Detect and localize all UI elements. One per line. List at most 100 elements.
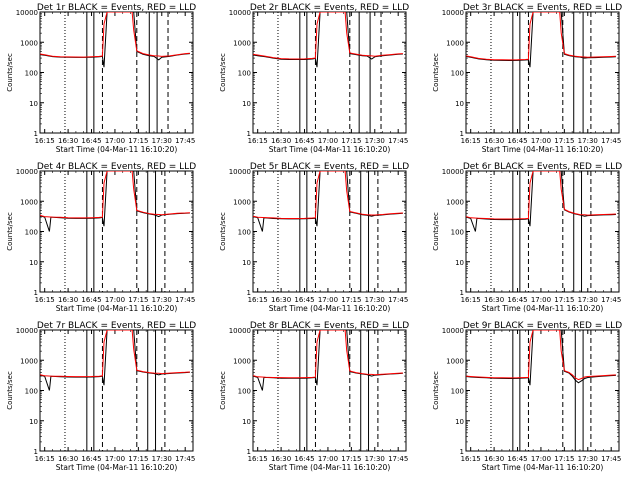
- x-tick-label: 16:30: [271, 137, 291, 145]
- x-tick-label: 16:15: [35, 137, 55, 145]
- panel-title: Det 4r BLACK = Events, RED = LLD: [37, 162, 196, 172]
- y-tick-label: 1: [460, 289, 464, 297]
- x-tick-label: 16:45: [81, 296, 101, 304]
- plot-frame: [39, 329, 194, 452]
- y-tick-label: 10000: [442, 327, 464, 335]
- x-tick-label: 17:30: [152, 455, 172, 463]
- y-tick-label: 10000: [229, 9, 251, 17]
- panel-title: Det 6r BLACK = Events, RED = LLD: [463, 162, 622, 172]
- y-tick-label: 100: [238, 70, 251, 78]
- y-axis-label: Counts/sec: [432, 212, 440, 251]
- series-group: [40, 171, 190, 232]
- x-tick-label: 16:15: [35, 455, 55, 463]
- panel-title: Det 2r BLACK = Events, RED = LLD: [250, 3, 409, 13]
- x-tick-label: 17:00: [105, 455, 125, 463]
- y-tick-label: 100: [451, 70, 464, 78]
- x-axis-label: Start Time (04-Mar-11 16:10:20): [482, 304, 604, 313]
- series-lld-line: [253, 330, 403, 379]
- x-tick-label: 17:45: [388, 296, 408, 304]
- x-tick-label: 16:30: [58, 455, 78, 463]
- x-axis-label: Start Time (04-Mar-11 16:10:20): [56, 463, 178, 472]
- vertical-markers: [277, 171, 379, 292]
- x-tick-label: 17:15: [341, 455, 361, 463]
- x-tick-label: 17:30: [365, 296, 385, 304]
- y-axis-label: Counts/sec: [219, 212, 227, 251]
- x-tick-label: 16:30: [484, 455, 504, 463]
- y-tick-label: 1000: [20, 198, 38, 206]
- x-tick-label: 17:15: [128, 137, 148, 145]
- series-events-line: [253, 330, 403, 391]
- series-events-line: [466, 330, 616, 386]
- y-tick-label: 100: [25, 388, 38, 396]
- vertical-markers: [64, 12, 169, 133]
- panel-title: Det 9r BLACK = Events, RED = LLD: [463, 321, 622, 331]
- y-tick-label: 10: [29, 259, 38, 267]
- x-tick-label: 17:30: [578, 455, 598, 463]
- vertical-markers: [490, 330, 592, 451]
- x-tick-label: 16:45: [81, 455, 101, 463]
- y-tick-label: 10: [455, 418, 464, 426]
- series-group: [466, 12, 616, 68]
- y-tick-label: 1: [460, 130, 464, 138]
- y-tick-label: 10000: [442, 9, 464, 17]
- y-tick-label: 1: [34, 448, 38, 456]
- x-axis-label: Start Time (04-Mar-11 16:10:20): [269, 304, 391, 313]
- panel-1: Det 1r BLACK = Events, RED = LLD 1 10 100 10…: [6, 3, 196, 154]
- plot-frame: [252, 11, 407, 134]
- vertical-markers: [277, 12, 382, 133]
- y-tick-label: 1000: [446, 198, 464, 206]
- x-axis-label: Start Time (04-Mar-11 16:10:20): [56, 304, 178, 313]
- y-tick-label: 1: [247, 289, 251, 297]
- x-tick-label: 16:30: [58, 137, 78, 145]
- x-tick-label: 16:15: [461, 455, 481, 463]
- vertical-markers: [277, 330, 379, 451]
- x-tick-label: 17:00: [318, 455, 338, 463]
- x-tick-label: 17:00: [105, 137, 125, 145]
- x-tick-label: 17:45: [175, 137, 195, 145]
- x-tick-label: 16:30: [271, 455, 291, 463]
- x-tick-label: 17:15: [341, 296, 361, 304]
- y-tick-label: 100: [238, 388, 251, 396]
- x-tick-label: 17:00: [531, 296, 551, 304]
- y-tick-label: 10: [29, 418, 38, 426]
- x-tick-label: 16:45: [507, 296, 527, 304]
- y-tick-label: 10: [455, 100, 464, 108]
- panel-4: Det 4r BLACK = Events, RED = LLD 1 10 100 10…: [6, 162, 196, 313]
- x-tick-label: 16:30: [484, 137, 504, 145]
- y-tick-label: 10: [242, 100, 251, 108]
- y-tick-label: 10: [29, 100, 38, 108]
- y-tick-label: 1000: [233, 357, 251, 365]
- series-group: [40, 330, 190, 391]
- plot-frame: [252, 170, 407, 293]
- panel-8: Det 8r BLACK = Events, RED = LLD 1 10 100 10…: [219, 321, 409, 472]
- x-tick-label: 16:30: [484, 296, 504, 304]
- plot-frame: [465, 11, 620, 134]
- y-axis-label: Counts/sec: [219, 53, 227, 92]
- x-tick-label: 17:15: [128, 455, 148, 463]
- x-tick-label: 17:45: [175, 455, 195, 463]
- series-group: [466, 330, 616, 386]
- y-tick-label: 1: [460, 448, 464, 456]
- series-group: [466, 171, 616, 232]
- x-tick-label: 17:45: [601, 137, 621, 145]
- series-events-line: [253, 12, 403, 68]
- x-tick-label: 17:00: [318, 296, 338, 304]
- series-lld-line: [466, 330, 616, 381]
- panel-5: Det 5r BLACK = Events, RED = LLD 1 10 100 10…: [219, 162, 409, 313]
- x-tick-label: 16:45: [294, 137, 314, 145]
- y-tick-label: 1: [34, 130, 38, 138]
- y-axis-label: Counts/sec: [6, 371, 14, 410]
- y-tick-label: 1000: [233, 198, 251, 206]
- panel-6: Det 6r BLACK = Events, RED = LLD 1 10 100 10…: [432, 162, 622, 313]
- y-tick-label: 1: [247, 130, 251, 138]
- series-group: [253, 12, 403, 68]
- x-tick-label: 17:30: [152, 137, 172, 145]
- x-tick-label: 16:45: [294, 455, 314, 463]
- vertical-markers: [64, 330, 166, 451]
- series-lld-line: [253, 171, 403, 219]
- panel-3: Det 3r BLACK = Events, RED = LLD 1 10 100 10…: [432, 3, 622, 154]
- y-axis-label: Counts/sec: [6, 212, 14, 251]
- plot-frame: [465, 170, 620, 293]
- y-tick-label: 1000: [20, 39, 38, 47]
- x-tick-label: 17:45: [388, 137, 408, 145]
